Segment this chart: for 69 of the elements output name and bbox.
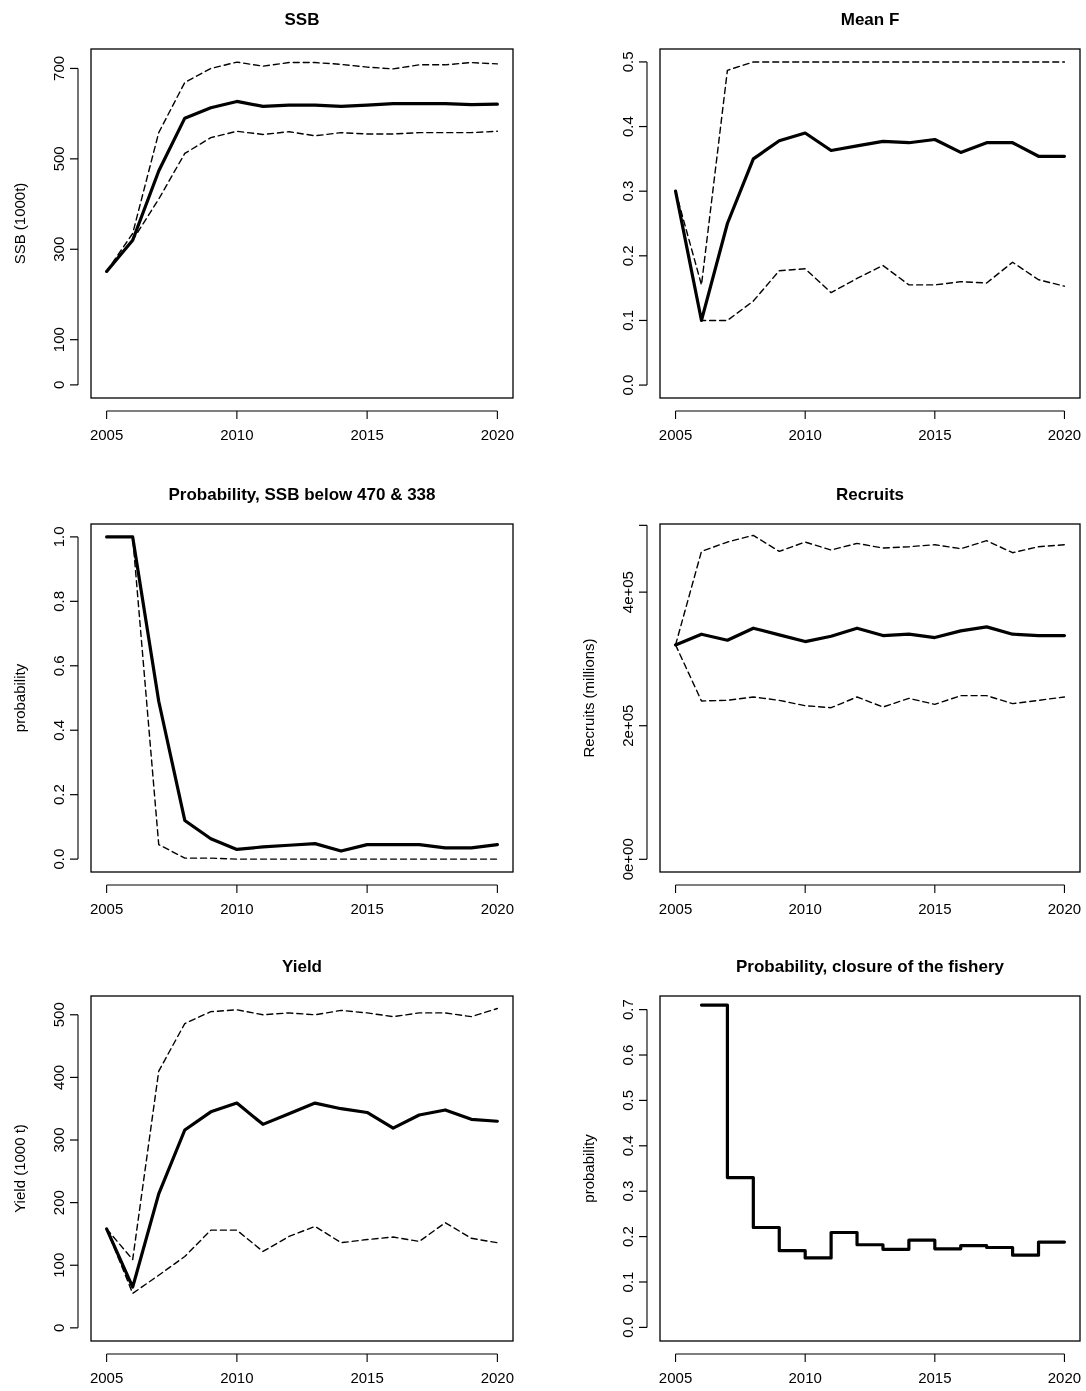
x-tick-label: 2020 <box>480 1369 515 1386</box>
x-tick-label: 2005 <box>89 1369 124 1386</box>
y-tick-label: 200 <box>50 1190 67 1216</box>
x-tick-label: 2020 <box>480 426 515 443</box>
y-tick-label: 0e+00 <box>619 838 636 881</box>
x-tick-label: 2015 <box>918 426 952 443</box>
y-tick-label: 0.4 <box>50 719 67 741</box>
x-tick-label: 2015 <box>350 1369 384 1386</box>
x-tick-label: 2005 <box>89 426 124 443</box>
x-tick-label: 2015 <box>918 900 952 917</box>
x-tick-label: 2015 <box>350 426 384 443</box>
x-tick-label: 2020 <box>480 900 515 917</box>
y-tick-label: 4e+05 <box>619 571 636 614</box>
y-tick-label: 0.2 <box>619 1226 636 1248</box>
y-tick-label: 0.2 <box>619 245 636 267</box>
chart-title: Probability, SSB below 470 & 338 <box>168 485 436 504</box>
x-tick-label: 2015 <box>918 1369 952 1386</box>
x-tick-label: 2005 <box>658 1369 693 1386</box>
x-tick-label: 2010 <box>788 900 822 917</box>
y-tick-label: 0 <box>50 380 67 390</box>
y-tick-label: 2e+05 <box>619 704 636 747</box>
y-axis-title: probability <box>580 1133 597 1203</box>
y-tick-label: 0.0 <box>619 1316 636 1338</box>
y-tick-label: 0.0 <box>50 848 67 870</box>
x-tick-label: 2010 <box>788 1369 822 1386</box>
y-tick-label: 700 <box>50 55 67 81</box>
y-axis-title: SSB (1000t) <box>11 182 28 265</box>
y-tick-label: 0.7 <box>619 999 636 1021</box>
y-axis-title: Yield (1000 t) <box>11 1124 28 1213</box>
y-tick-label: 100 <box>50 327 67 353</box>
chart-title: SSB <box>284 10 320 29</box>
y-axis-title: probability <box>11 663 28 733</box>
x-tick-label: 2020 <box>1047 1369 1082 1386</box>
chart-title: Recruits <box>835 485 905 504</box>
y-tick-label: 0.2 <box>50 784 67 806</box>
chart-title: Yield <box>282 957 322 976</box>
y-tick-label: 0 <box>50 1323 67 1333</box>
y-tick-label: 1.0 <box>50 526 67 548</box>
y-tick-label: 0.8 <box>50 590 67 612</box>
y-tick-label: 300 <box>50 236 67 262</box>
y-tick-label: 0.4 <box>619 1135 636 1157</box>
x-tick-label: 2005 <box>89 900 124 917</box>
y-tick-label: 0.6 <box>50 655 67 677</box>
y-tick-label: 0.0 <box>619 374 636 396</box>
y-axis-title: Recruits (millions) <box>580 638 597 758</box>
y-tick-label: 500 <box>50 1002 67 1028</box>
x-tick-label: 2020 <box>1047 426 1082 443</box>
y-tick-label: 0.4 <box>619 116 636 137</box>
y-tick-label: 0.3 <box>619 1180 636 1202</box>
chart-title: Probability, closure of the fishery <box>736 957 1005 976</box>
y-tick-label: 0.5 <box>619 1089 636 1111</box>
y-tick-label: 0.3 <box>619 180 636 202</box>
y-tick-label: 500 <box>50 146 67 172</box>
y-tick-label: 0.1 <box>619 1271 636 1293</box>
y-tick-label: 100 <box>50 1252 67 1278</box>
x-tick-label: 2005 <box>658 900 693 917</box>
x-tick-label: 2010 <box>788 426 822 443</box>
x-tick-label: 2010 <box>220 1369 254 1386</box>
x-tick-label: 2015 <box>350 900 384 917</box>
x-tick-label: 2010 <box>220 900 254 917</box>
x-tick-label: 2010 <box>220 426 254 443</box>
x-tick-label: 2020 <box>1047 900 1082 917</box>
y-tick-label: 400 <box>50 1064 67 1090</box>
y-tick-label: 0.6 <box>619 1044 636 1066</box>
x-tick-label: 2005 <box>658 426 693 443</box>
y-tick-label: 300 <box>50 1127 67 1153</box>
chart-title: Mean F <box>840 10 900 29</box>
y-tick-label: 0.1 <box>619 310 636 331</box>
y-tick-label: 0.5 <box>619 51 636 73</box>
